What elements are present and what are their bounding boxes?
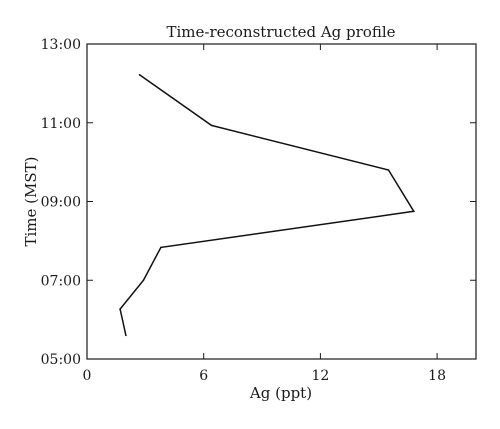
data-point bbox=[142, 279, 145, 282]
y-tick-label: 07:00 bbox=[41, 273, 81, 289]
data-point bbox=[138, 74, 141, 76]
data-point bbox=[125, 334, 127, 337]
chart-title: Time-reconstructed Ag profile bbox=[166, 23, 395, 41]
y-tick-label: 13:00 bbox=[41, 37, 81, 53]
ag-profile-line bbox=[119, 74, 416, 336]
data-point bbox=[412, 210, 415, 213]
x-tick-label: 6 bbox=[199, 368, 208, 384]
data-point bbox=[387, 169, 390, 171]
data-point bbox=[210, 124, 213, 127]
y-axis: 05:00 07:00 09:00 11:00 13:00 bbox=[41, 37, 476, 368]
plot-area-frame bbox=[86, 43, 477, 360]
x-tick-label: 18 bbox=[428, 368, 446, 384]
y-tick-label: 05:00 bbox=[41, 352, 81, 368]
y-tick-label: 11:00 bbox=[41, 116, 81, 132]
y-axis-label: Time (MST) bbox=[22, 156, 40, 246]
x-tick-label: 12 bbox=[311, 368, 329, 384]
data-point bbox=[119, 308, 121, 310]
y-tick-label: 09:00 bbox=[41, 195, 81, 211]
x-tick-label: 0 bbox=[83, 368, 92, 384]
data-point bbox=[160, 246, 162, 249]
x-axis-label: Ag (ppt) bbox=[249, 384, 312, 402]
series-layer bbox=[119, 74, 416, 337]
x-axis: 0 6 12 18 bbox=[83, 44, 446, 384]
